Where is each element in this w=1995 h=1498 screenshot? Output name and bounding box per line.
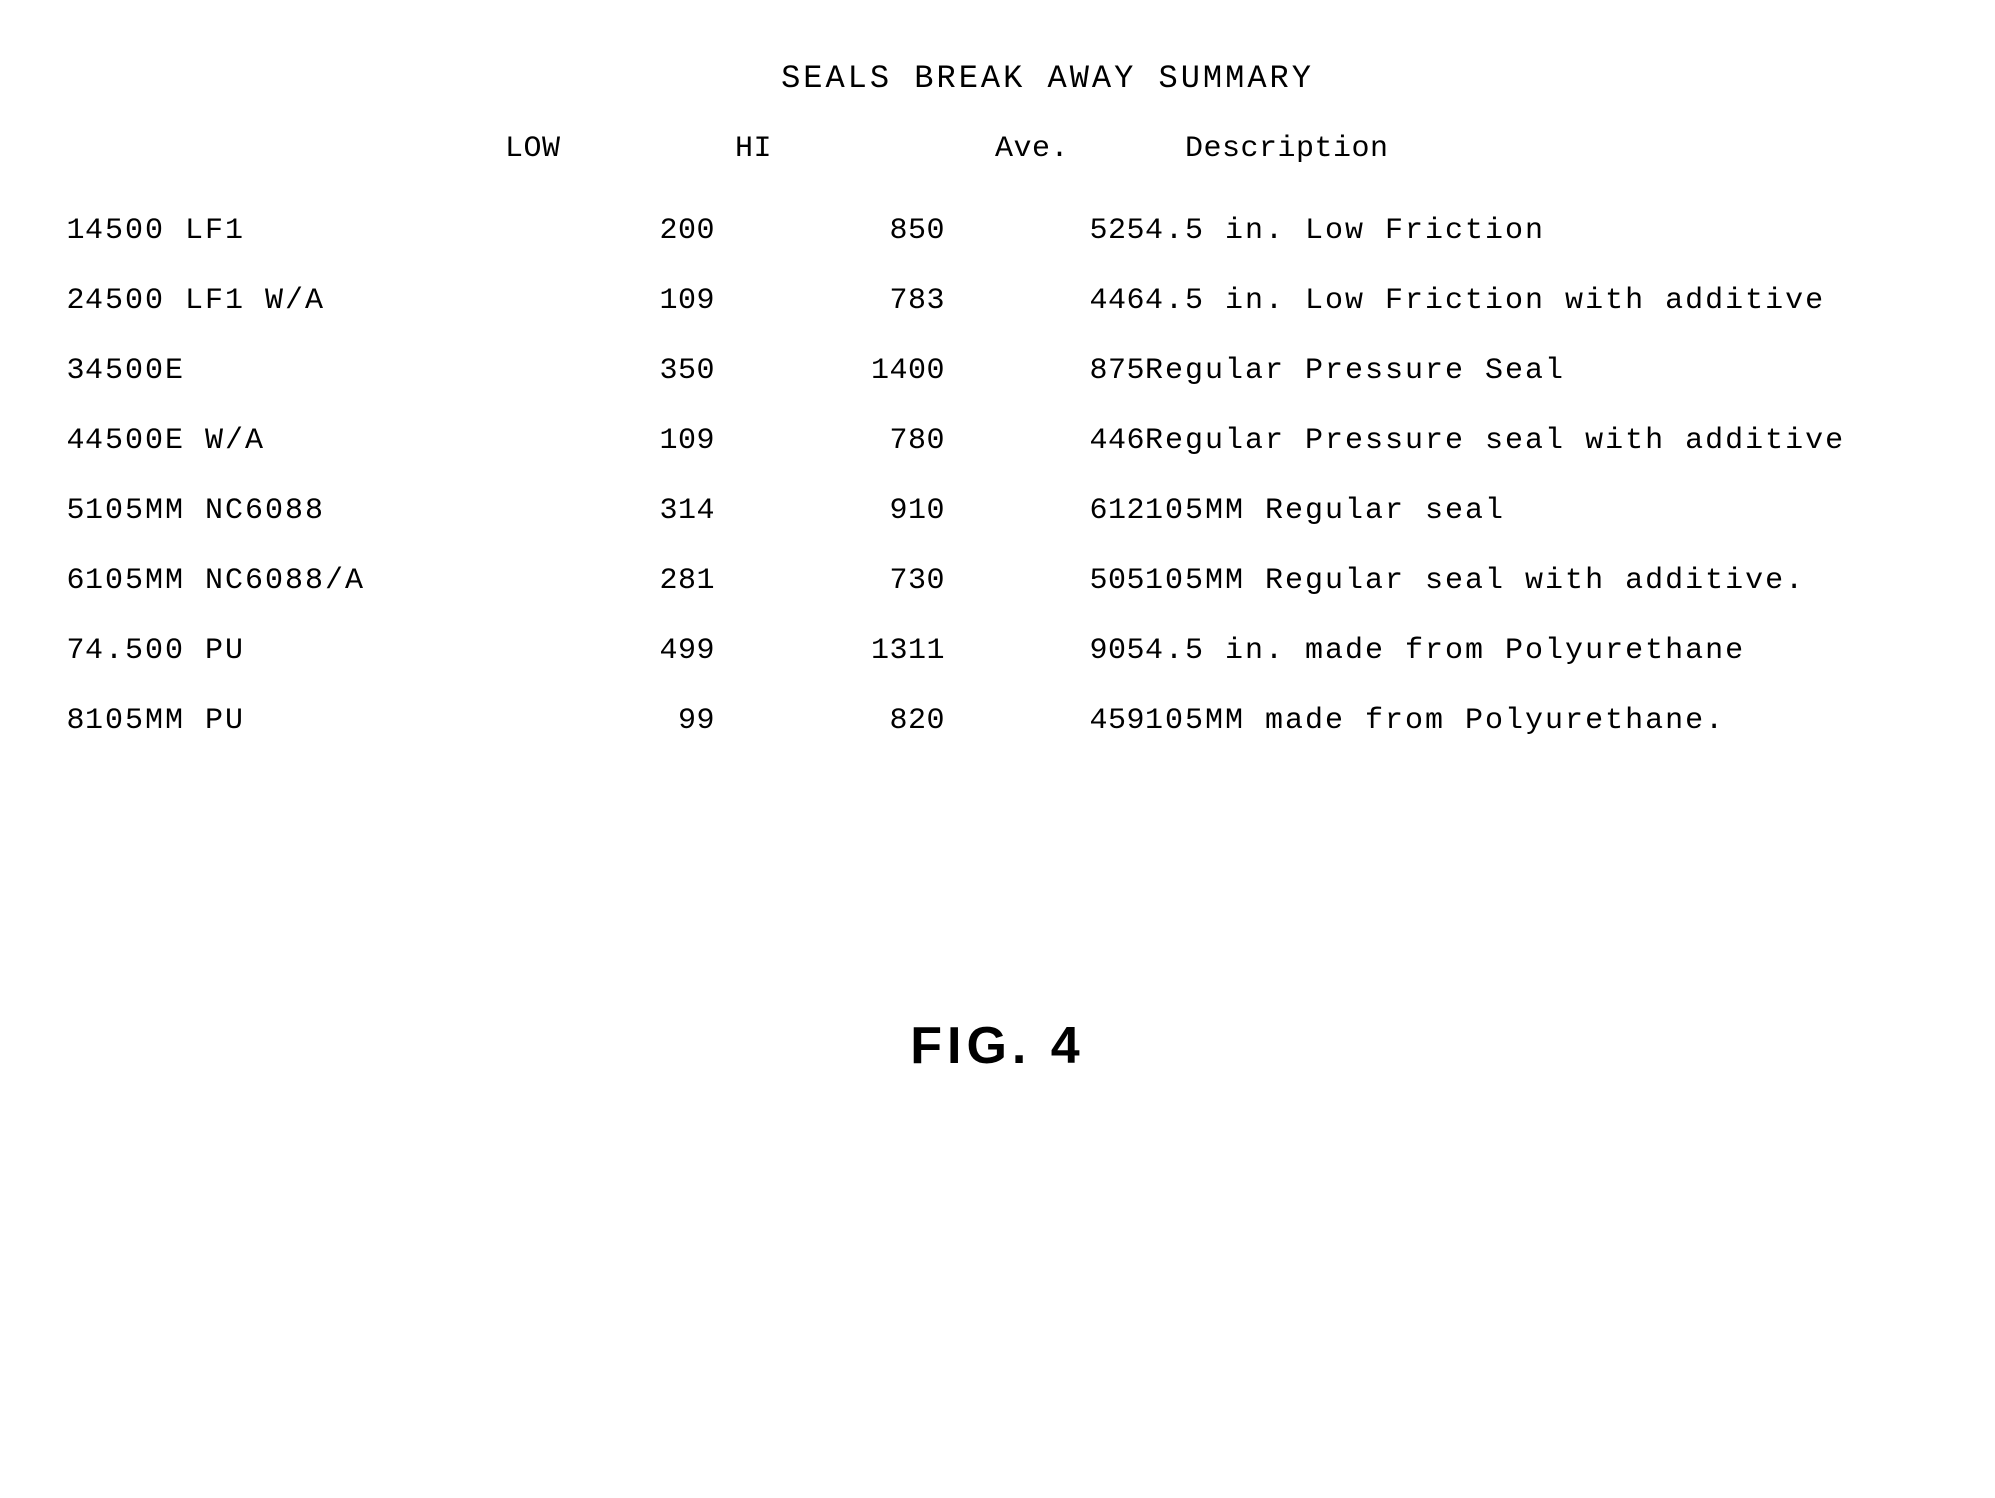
cell-low: 99 <box>495 686 715 756</box>
header-blank-num <box>40 132 85 196</box>
cell-num: 4 <box>40 406 85 476</box>
cell-desc: 105MM made from Polyurethane. <box>1145 686 1955 756</box>
cell-ave: 525 <box>945 196 1145 266</box>
cell-ave: 905 <box>945 616 1145 686</box>
table-row: 4 4500E W/A 109 780 446 Regular Pressure… <box>40 406 1955 476</box>
cell-num: 6 <box>40 546 85 616</box>
cell-name: 4500E <box>85 336 495 406</box>
cell-name: 4500E W/A <box>85 406 495 476</box>
table-row: 3 4500E 350 1400 875 Regular Pressure Se… <box>40 336 1955 406</box>
figure-label: FIG. 4 <box>40 1016 1955 1076</box>
header-blank-name <box>85 132 495 196</box>
cell-low: 350 <box>495 336 715 406</box>
cell-ave: 459 <box>945 686 1145 756</box>
cell-low: 109 <box>495 266 715 336</box>
header-low: LOW <box>495 132 715 196</box>
table-row: 5 105MM NC6088 314 910 612 105MM Regular… <box>40 476 1955 546</box>
table-row: 2 4500 LF1 W/A 109 783 446 4.5 in. Low F… <box>40 266 1955 336</box>
cell-low: 200 <box>495 196 715 266</box>
cell-num: 7 <box>40 616 85 686</box>
cell-low: 499 <box>495 616 715 686</box>
cell-num: 5 <box>40 476 85 546</box>
cell-name: 105MM PU <box>85 686 495 756</box>
cell-hi: 850 <box>715 196 945 266</box>
cell-hi: 910 <box>715 476 945 546</box>
cell-ave: 875 <box>945 336 1145 406</box>
cell-desc: 105MM Regular seal <box>1145 476 1955 546</box>
cell-num: 1 <box>40 196 85 266</box>
table-row: 1 4500 LF1 200 850 525 4.5 in. Low Frict… <box>40 196 1955 266</box>
header-ave: Ave. <box>945 132 1145 196</box>
cell-desc: 4.5 in. Low Friction <box>1145 196 1955 266</box>
cell-ave: 612 <box>945 476 1145 546</box>
cell-hi: 730 <box>715 546 945 616</box>
seals-summary-container: SEALS BREAK AWAY SUMMARY LOW HI Ave. Des… <box>40 60 1955 1076</box>
cell-low: 281 <box>495 546 715 616</box>
cell-ave: 446 <box>945 406 1145 476</box>
cell-desc: 4.5 in. Low Friction with additive <box>1145 266 1955 336</box>
table-row: 8 105MM PU 99 820 459 105MM made from Po… <box>40 686 1955 756</box>
cell-num: 3 <box>40 336 85 406</box>
header-hi: HI <box>715 132 945 196</box>
cell-desc: 105MM Regular seal with additive. <box>1145 546 1955 616</box>
cell-low: 109 <box>495 406 715 476</box>
cell-name: 105MM NC6088/A <box>85 546 495 616</box>
table-row: 6 105MM NC6088/A 281 730 505 105MM Regul… <box>40 546 1955 616</box>
cell-desc: Regular Pressure Seal <box>1145 336 1955 406</box>
cell-desc: Regular Pressure seal with additive <box>1145 406 1955 476</box>
cell-hi: 783 <box>715 266 945 336</box>
cell-hi: 1311 <box>715 616 945 686</box>
header-description: Description <box>1145 132 1955 196</box>
table-row: 7 4.500 PU 499 1311 905 4.5 in. made fro… <box>40 616 1955 686</box>
cell-low: 314 <box>495 476 715 546</box>
cell-name: 4.500 PU <box>85 616 495 686</box>
cell-desc: 4.5 in. made from Polyurethane <box>1145 616 1955 686</box>
cell-hi: 780 <box>715 406 945 476</box>
seals-table: LOW HI Ave. Description 1 4500 LF1 200 8… <box>40 132 1955 756</box>
cell-name: 4500 LF1 W/A <box>85 266 495 336</box>
table-title: SEALS BREAK AWAY SUMMARY <box>40 60 1955 97</box>
cell-hi: 1400 <box>715 336 945 406</box>
cell-ave: 446 <box>945 266 1145 336</box>
cell-name: 4500 LF1 <box>85 196 495 266</box>
cell-name: 105MM NC6088 <box>85 476 495 546</box>
cell-num: 2 <box>40 266 85 336</box>
cell-num: 8 <box>40 686 85 756</box>
table-header-row: LOW HI Ave. Description <box>40 132 1955 196</box>
cell-hi: 820 <box>715 686 945 756</box>
cell-ave: 505 <box>945 546 1145 616</box>
